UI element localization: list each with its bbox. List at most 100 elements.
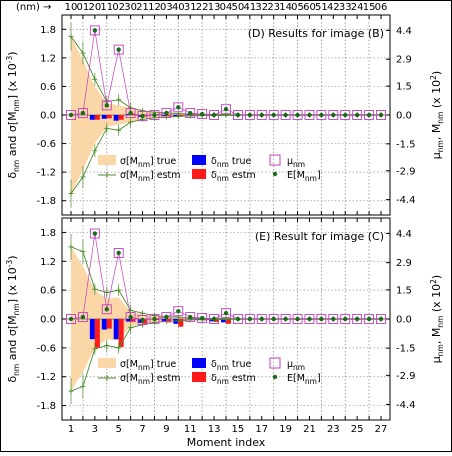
x-top-label: 13 bbox=[208, 2, 221, 13]
e-m-dot bbox=[152, 317, 156, 321]
ytick-left-label: 0.0 bbox=[40, 111, 56, 122]
x-top-label: 11 bbox=[100, 2, 113, 13]
x-top-label: 33 bbox=[339, 2, 352, 13]
e-m-dot bbox=[367, 317, 371, 321]
e-m-dot bbox=[295, 317, 299, 321]
legend-delta-estm-swatch bbox=[192, 372, 206, 382]
e-m-dot bbox=[176, 105, 180, 109]
ytick-left-label: 1.8 bbox=[40, 228, 56, 239]
x-top-label: 01 bbox=[77, 2, 90, 13]
x-top-label: 14 bbox=[279, 2, 292, 13]
ytick-right-label: -4.4 bbox=[396, 400, 416, 411]
e-m-dot bbox=[355, 317, 359, 321]
ytick-right-label: 1.5 bbox=[396, 82, 412, 93]
e-m-dot bbox=[188, 315, 192, 319]
x-top-label: 05 bbox=[291, 2, 304, 13]
ytick-left-label: 1.8 bbox=[40, 25, 56, 36]
legend-mu-swatch bbox=[270, 155, 280, 165]
delta-estm-bar bbox=[95, 115, 100, 120]
e-m-dot bbox=[319, 317, 323, 321]
xtick-label: 19 bbox=[279, 424, 292, 435]
xtick-label: 25 bbox=[351, 424, 364, 435]
e-m-dot bbox=[248, 317, 252, 321]
panel-title: (E) Result for image (C) bbox=[255, 230, 384, 243]
ytick-right-label: 0.0 bbox=[396, 315, 412, 326]
delta-estm-bar bbox=[107, 319, 112, 329]
legend-sigma-estm-label: σ[Mnm] estm bbox=[120, 373, 181, 386]
ylabel-right: μnm, Mnm (x 102) bbox=[429, 71, 445, 159]
e-m-dot bbox=[295, 113, 299, 117]
ytick-left-label: -0.6 bbox=[36, 343, 56, 354]
legend-e-m-label: E[Mnm] bbox=[287, 373, 321, 386]
legend-sigma-true-label: σ[Mnm] true bbox=[120, 156, 176, 169]
ylabel-left: δnm and σ[Mnm] (x 10-3) bbox=[5, 51, 21, 178]
ytick-right-label: -1.5 bbox=[396, 344, 416, 355]
x-top-label: 12 bbox=[148, 2, 161, 13]
delta-estm-bar bbox=[95, 319, 100, 348]
e-m-dot bbox=[271, 317, 275, 321]
legend-sigma-true-label: σ[Mnm] true bbox=[120, 359, 176, 372]
ytick-left-label: -1.2 bbox=[36, 372, 56, 383]
x-top-label: 50 bbox=[232, 2, 245, 13]
ytick-left-label: -0.6 bbox=[36, 139, 56, 150]
xtick-label: 15 bbox=[232, 424, 245, 435]
xtick-label: 5 bbox=[116, 424, 122, 435]
x-top-label: 10 bbox=[65, 2, 78, 13]
ylabel-left: δnm and σ[Mnm] (x 10-3) bbox=[5, 255, 21, 382]
ytick-right-label: -2.9 bbox=[396, 371, 416, 382]
legend-mu-swatch bbox=[270, 358, 280, 368]
e-m-dot bbox=[271, 113, 275, 117]
e-m-dot bbox=[69, 317, 73, 321]
x-top-label: 03 bbox=[160, 2, 173, 13]
e-m-dot bbox=[379, 113, 383, 117]
x-top-label: 02 bbox=[112, 2, 125, 13]
e-m-dot bbox=[224, 107, 228, 111]
x-top-label: 04 bbox=[220, 2, 233, 13]
legend-delta-true-label: δnm true bbox=[211, 359, 252, 372]
e-m-dot bbox=[236, 113, 240, 117]
ytick-right-label: 2.9 bbox=[396, 258, 412, 269]
e-m-dot bbox=[93, 28, 97, 32]
legend-mu-label: μnm bbox=[287, 359, 305, 372]
e-m-dot bbox=[212, 113, 216, 117]
xtick-label: 21 bbox=[303, 424, 316, 435]
e-m-dot bbox=[105, 307, 109, 311]
e-m-dot bbox=[116, 47, 120, 51]
xtick-label: 1 bbox=[68, 424, 74, 435]
e-m-dot bbox=[93, 231, 97, 235]
legend-delta-true-swatch bbox=[192, 155, 206, 165]
xtick-label: 27 bbox=[375, 424, 388, 435]
e-m-dot bbox=[140, 318, 144, 322]
e-m-dot bbox=[140, 114, 144, 118]
panel-title: (D) Results for image (B) bbox=[248, 27, 384, 40]
legend-e-m-swatch bbox=[273, 375, 277, 379]
xtick-label: 3 bbox=[92, 424, 98, 435]
e-m-dot bbox=[319, 113, 323, 117]
e-m-dot bbox=[116, 251, 120, 255]
e-m-dot bbox=[283, 113, 287, 117]
delta-true-bar bbox=[90, 319, 95, 339]
e-m-dot bbox=[176, 309, 180, 313]
legend-e-m-label: E[Mnm] bbox=[287, 170, 321, 183]
x-top-label: 60 bbox=[303, 2, 316, 13]
legend-delta-estm-swatch bbox=[192, 169, 206, 179]
e-m-dot bbox=[81, 111, 85, 115]
e-m-dot bbox=[379, 317, 383, 321]
ytick-right-label: -1.5 bbox=[396, 139, 416, 150]
e-m-dot bbox=[152, 113, 156, 117]
xtick-label: 9 bbox=[163, 424, 169, 435]
ytick-left-label: -1.8 bbox=[36, 401, 56, 412]
ylabel-right-text: μnm, Mnm (x 102) bbox=[429, 71, 445, 159]
e-m-dot bbox=[212, 317, 216, 321]
ylabel-left-text: δnm and σ[Mnm] (x 10-3) bbox=[5, 51, 21, 178]
xlabel: Moment index bbox=[187, 436, 266, 449]
e-m-dot bbox=[307, 317, 311, 321]
delta-true-bar bbox=[90, 115, 95, 120]
x-top-label: 32 bbox=[255, 2, 268, 13]
legend-sigma-true-swatch bbox=[98, 155, 116, 165]
legend-sigma-estm-label: σ[Mnm] estm bbox=[120, 170, 181, 183]
legend-delta-true-label: δnm true bbox=[211, 156, 252, 169]
